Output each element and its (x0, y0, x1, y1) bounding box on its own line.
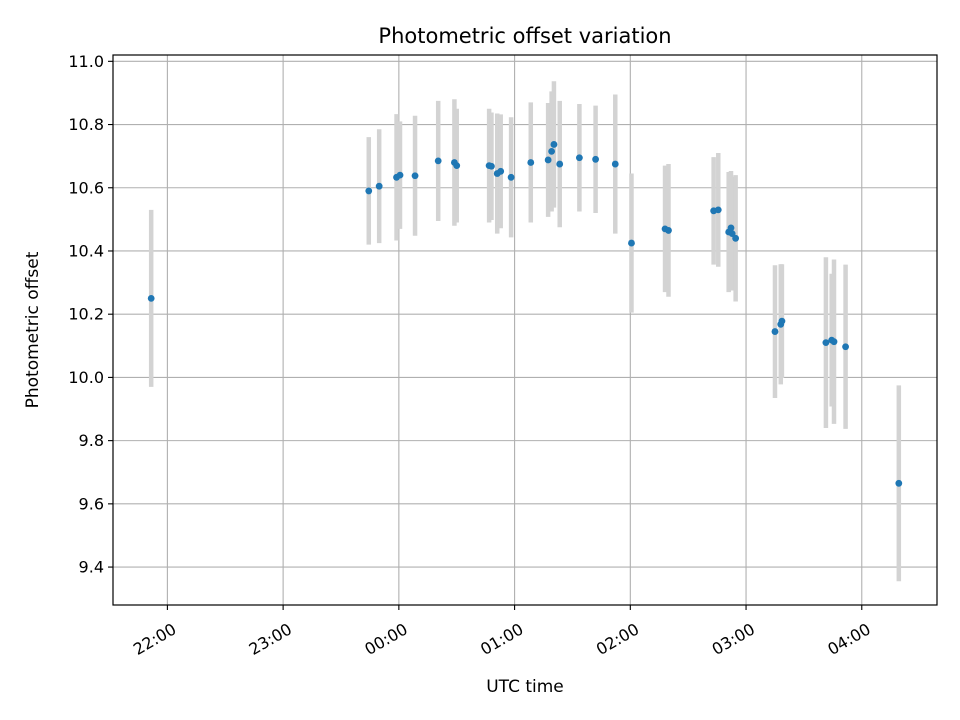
data-point (411, 172, 419, 180)
y-tick-label: 9.6 (79, 494, 104, 513)
data-point (434, 157, 442, 165)
y-tick-label: 11.0 (68, 52, 104, 71)
data-point (830, 338, 838, 346)
data-point (771, 328, 779, 335)
y-tick-label: 10.2 (68, 305, 104, 324)
y-tick-label: 10.0 (68, 368, 104, 387)
data-points (147, 141, 903, 487)
data-point (147, 294, 155, 302)
y-tick-label: 10.4 (68, 241, 104, 260)
data-point (527, 159, 535, 166)
data-point (548, 148, 556, 155)
data-point (728, 230, 736, 237)
data-point (611, 160, 619, 168)
y-tick-label: 9.4 (79, 558, 104, 577)
data-point (665, 227, 672, 234)
data-point (453, 162, 461, 170)
grid-lines (113, 55, 937, 605)
y-axis-label: Photometric offset (23, 251, 43, 408)
data-point (842, 343, 849, 351)
data-point (396, 171, 404, 179)
data-point (375, 182, 383, 190)
data-point (727, 224, 735, 232)
data-point (544, 156, 552, 164)
data-point (497, 167, 505, 175)
data-point (895, 479, 903, 487)
y-tick-label: 10.8 (68, 115, 104, 134)
y-tick-label: 10.6 (68, 178, 104, 197)
data-point (628, 239, 635, 247)
data-point (575, 154, 583, 162)
chart-title: Photometric offset variation (378, 24, 671, 48)
data-point (778, 317, 786, 325)
data-point (488, 162, 495, 170)
data-point (556, 160, 564, 168)
y-tick-label: 9.8 (79, 431, 104, 450)
plot-frame (112, 54, 938, 606)
data-point (365, 187, 373, 195)
data-point (822, 339, 830, 347)
data-point (714, 206, 722, 214)
data-point (732, 234, 740, 242)
data-point (507, 173, 515, 181)
data-point (592, 155, 599, 163)
x-axis-label: UTC time (486, 677, 564, 697)
data-point (550, 141, 558, 148)
